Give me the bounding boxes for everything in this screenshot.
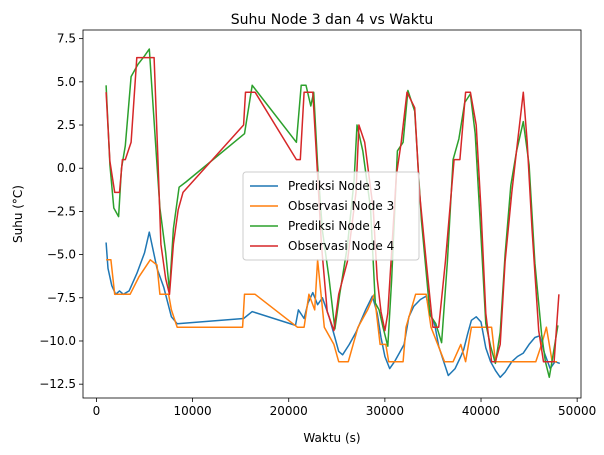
y-tick-label: −12.5 — [39, 377, 76, 391]
x-tick-label: 20000 — [270, 404, 308, 418]
series-line-1 — [105, 231, 561, 379]
series-line-2 — [106, 259, 557, 363]
x-tick-label: 40000 — [462, 404, 500, 418]
legend-box — [242, 171, 420, 261]
y-tick-label: −2.5 — [47, 204, 76, 218]
y-tick-label: −7.5 — [47, 291, 76, 305]
y-tick-label: 0.0 — [57, 161, 76, 175]
plot-area: 0 10000 20000 30000 40000 50000 −12.5 −10.0 −7.… — [39, 29, 596, 418]
series-line-3 — [105, 48, 559, 379]
y-tick-label: 2.5 — [57, 118, 76, 132]
y-tick-label: −5.0 — [47, 248, 76, 262]
x-tick-label: 30000 — [366, 404, 404, 418]
y-tick-label: −10.0 — [39, 334, 76, 348]
legend-label-1: Prediksi Node 3 — [288, 179, 381, 193]
y-axis-label: Suhu (°C) — [11, 185, 25, 243]
legend-label-4: Observasi Node 4 — [288, 239, 394, 253]
y-tick-label: 7.5 — [57, 32, 76, 46]
y-tick-label: 5.0 — [57, 75, 76, 89]
x-tick-label: 0 — [93, 404, 101, 418]
chart-title: Suhu Node 3 dan 4 vs Waktu — [231, 12, 433, 28]
axes-frame — [82, 29, 582, 399]
x-axis-label: Waktu (s) — [303, 431, 360, 445]
legend-items: Prediksi Node 3 Observasi Node 3 Prediksi … — [250, 179, 394, 253]
x-tick-label: 50000 — [558, 404, 596, 418]
legend: Prediksi Node 3 Observasi Node 3 Prediksi … — [242, 171, 420, 261]
y-axis: −12.5 −10.0 −7.5 −5.0 −2.5 0.0 2.5 5.0 7.5 — [39, 32, 83, 391]
x-tick-label: 10000 — [174, 404, 212, 418]
x-axis: 0 10000 20000 30000 40000 50000 — [93, 398, 596, 418]
legend-label-3: Prediksi Node 4 — [288, 219, 381, 233]
legend-label-2: Observasi Node 3 — [288, 199, 394, 213]
